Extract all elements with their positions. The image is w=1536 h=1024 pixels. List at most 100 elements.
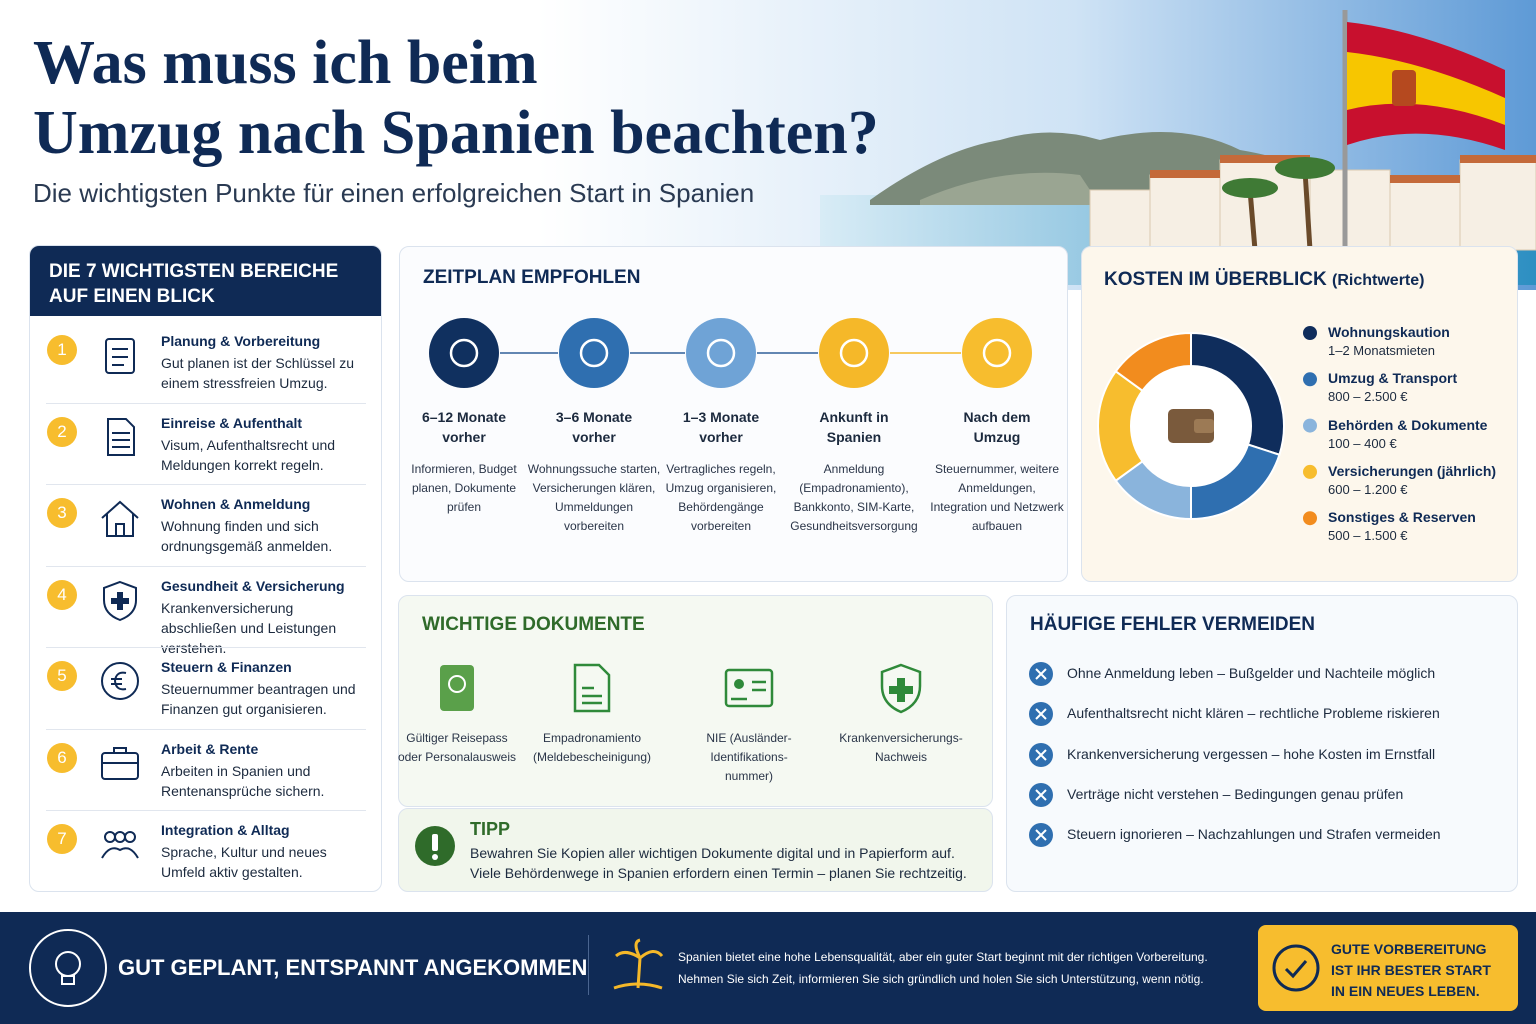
costs-panel: KOSTEN IM ÜBERBLICK (Richtwerte) Wohnung… [1081, 246, 1518, 582]
separator [46, 402, 366, 404]
area-text: Gut planen ist der Schlüssel zu einem st… [161, 355, 354, 391]
area-item: 6 Arbeit & Rente Arbeiten in Spanien und R… [30, 728, 381, 810]
palm-icon [613, 938, 664, 990]
area-text: Steuernummer beantragen und Finanzen gut… [161, 681, 356, 717]
icon [101, 662, 139, 700]
area-number: 2 [47, 416, 77, 447]
icon-shape [112, 348, 128, 366]
icon-shape [101, 500, 139, 537]
icon [101, 831, 139, 859]
icon-shape [448, 675, 466, 693]
icon-shape [573, 663, 611, 713]
area-title: Wohnen & Anmeldung [161, 496, 311, 512]
legend-dot [1303, 464, 1317, 479]
legend-label: Versicherungen (jährlich) [1328, 462, 1497, 479]
legend-label: Wohnungskaution [1328, 324, 1450, 340]
icon-shape [114, 831, 126, 843]
area-item: 4 Gesundheit & Versicherung Krankenversich… [30, 565, 381, 656]
legend-range: 100 – 400 € [1328, 435, 1397, 451]
icon [103, 580, 137, 621]
tip-line: Bewahren Sie Kopien aller wichtigen Doku… [470, 845, 955, 861]
x-icon [1029, 742, 1053, 767]
cta-box: GUTE VORBEREITUNG IST IHR BESTER START I… [1258, 925, 1518, 1011]
icon-shape [889, 678, 913, 702]
icon-shape [103, 580, 137, 621]
legend-label: Umzug & Transport [1328, 370, 1458, 387]
timeline-panel: ZEITPLAN EMPFOHLEN 6–12 Monate vorher Inf… [399, 246, 1068, 582]
step-icon [982, 338, 1012, 368]
area-text: Wohnung finden und sich ordnungsgemäß an… [161, 518, 333, 554]
step-circle [686, 318, 756, 388]
title: Was muss ich beim Umzug nach Spanien bea… [33, 28, 879, 168]
x-icon [1029, 823, 1053, 848]
donut-chart [1097, 326, 1317, 526]
footer-line: Nehmen Sie sich Zeit, informieren Sie si… [678, 972, 1204, 986]
cta-line: IN EIN NEUES LEBEN. [1331, 983, 1480, 999]
legend-dot [1303, 418, 1317, 433]
icon-shape [101, 847, 139, 859]
area-number: 6 [47, 742, 77, 773]
legend-label: Behörden & Dokumente [1328, 416, 1488, 433]
area-number: 3 [47, 498, 77, 528]
area-number: 7 [47, 824, 77, 854]
step-icon [706, 338, 736, 368]
wallet-icon [1194, 419, 1214, 433]
area-title: Gesundheit & Versicherung [161, 577, 345, 594]
step-circle [429, 318, 499, 388]
icon-shape [731, 680, 766, 701]
icon-shape [1035, 708, 1047, 721]
area-item: 2 Einreise & Aufenthalt Visum, Aufenthalts… [30, 402, 381, 484]
icon-shape [724, 668, 774, 708]
area-title: Einreise & Aufenthalt [161, 414, 303, 431]
title-line: Was muss ich beim [33, 29, 538, 97]
divider [588, 935, 589, 995]
x-icon [1029, 662, 1053, 686]
area-title: Integration & Alltag [161, 822, 290, 838]
area-title: Planung & Vorbereitung [161, 333, 321, 349]
footer-line: Spanien bietet eine hohe Lebensqualität,… [678, 950, 1208, 964]
icon-shape [1035, 829, 1047, 841]
step-label: 6–12 Monate vorher [421, 409, 507, 445]
costs-title-text: KOSTEN IM ÜBERBLICK [1104, 269, 1327, 290]
icon-shape [1035, 748, 1047, 761]
icon [101, 500, 139, 537]
area-number: 5 [47, 661, 77, 691]
step-label: 1–3 Monate vorher [682, 409, 760, 445]
legend-dot [1303, 372, 1317, 387]
area-text: Sprache, Kultur und neues Umfeld aktiv g… [161, 844, 327, 880]
connector [429, 318, 1032, 388]
step-label: 3–6 Monate vorher [555, 409, 633, 445]
step-icon [579, 338, 609, 368]
step-icon [449, 338, 479, 368]
legend-range: 800 – 2.500 € [1328, 389, 1408, 405]
subtitle: Die wichtigsten Punkte für einen erfolgr… [33, 178, 755, 208]
separator [46, 484, 366, 485]
footer-slogan: GUT GEPLANT, ENTSPANNT ANGEKOMMEN [118, 955, 588, 980]
timeline-title: ZEITPLAN EMPFOHLEN [423, 267, 641, 288]
icon-shape [124, 831, 136, 843]
costs-subtitle: (Richtwerte) [1332, 272, 1425, 289]
document-icon [573, 663, 611, 713]
step-text: Steuernummer, weitere Anmeldungen, Integ… [930, 462, 1064, 533]
areas-header: DIE 7 WICHTIGSTEN BEREICHE AUF EINEN BLI… [30, 246, 381, 316]
area-item: 7 Integration & Alltag Sprache, Kultur und… [30, 810, 381, 891]
wallet-icon [1168, 409, 1214, 443]
step-label: Ankunft in Spanien [819, 409, 889, 445]
icon-shape [102, 746, 138, 764]
check-icon [1272, 944, 1320, 992]
icon-shape [111, 671, 127, 691]
mistake-text: Ohne Anmeldung leben – Bußgelder und Nac… [1067, 665, 1436, 681]
document-icon [440, 665, 474, 711]
separator [46, 810, 366, 811]
area-text: Visum, Aufenthaltsrecht und Meldungen ko… [161, 436, 336, 473]
tip-text: Bewahren Sie Kopien aller wichtigen Doku… [470, 843, 967, 883]
legend-range: 1–2 Monatsmieten [1328, 343, 1435, 358]
area-number: 4 [47, 579, 77, 610]
bulb-icon [29, 929, 107, 1007]
mistake-text: Aufenthaltsrecht nicht klären – rechtlic… [1067, 705, 1440, 722]
icon-shape [734, 679, 744, 689]
legend-dot [1303, 511, 1317, 526]
costs-title: KOSTEN IM ÜBERBLICK (Richtwerte) [1104, 269, 1424, 291]
icon [105, 338, 135, 374]
icon-shape [101, 751, 139, 780]
